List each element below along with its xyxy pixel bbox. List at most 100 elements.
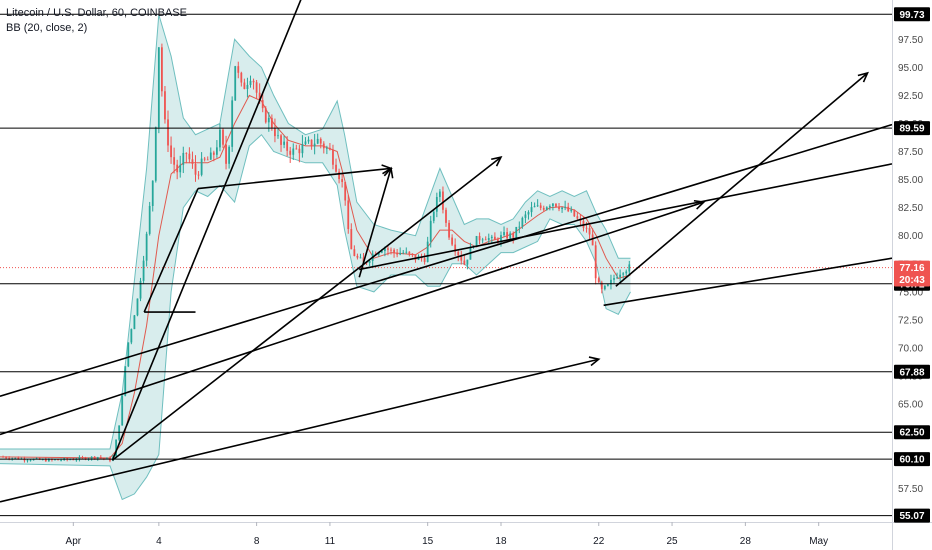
candle-body	[185, 152, 188, 154]
candle-body	[194, 163, 197, 175]
candle-body	[448, 222, 450, 238]
candle-body	[393, 249, 395, 253]
candle-body	[249, 80, 252, 85]
candle-body	[234, 66, 237, 101]
candle-body	[200, 158, 203, 175]
candle-body	[240, 72, 243, 83]
candle-body	[157, 47, 160, 128]
level-tag	[894, 7, 930, 22]
candle-body	[90, 456, 93, 459]
trend-arrow-head	[383, 166, 394, 179]
candle-body	[341, 179, 344, 183]
candle-body	[237, 66, 240, 73]
candle-body	[258, 92, 261, 101]
candle-body	[503, 232, 505, 236]
candle-body	[139, 280, 142, 299]
candle-body	[518, 226, 521, 228]
candle-body	[121, 395, 124, 426]
candle-body	[298, 148, 301, 154]
candle-body	[466, 259, 469, 265]
candle-body	[530, 207, 533, 213]
level-tag	[894, 121, 930, 136]
candle-body	[588, 228, 591, 235]
candle-body	[591, 234, 594, 246]
x-tick-label: Apr	[66, 536, 82, 547]
candle-body	[206, 159, 209, 161]
candle-body	[283, 141, 285, 145]
candle-body	[280, 135, 282, 145]
candle-body	[597, 278, 600, 283]
candle-body	[130, 329, 133, 343]
candle-body	[616, 277, 618, 279]
trend-line	[197, 167, 392, 190]
y-tick-label: 72.50	[898, 315, 923, 326]
trend-line	[358, 168, 392, 278]
candle-body	[176, 164, 179, 173]
candle-body	[542, 207, 545, 210]
candle-body	[356, 255, 359, 258]
candle-body	[539, 205, 542, 208]
trend-line	[603, 257, 893, 307]
candle-body	[96, 457, 99, 459]
candle-body	[212, 152, 215, 155]
y-tick-label: 75.00	[898, 287, 923, 298]
candle-body	[267, 117, 270, 123]
candle-body	[124, 366, 127, 396]
candle-body	[246, 84, 249, 90]
indicator-label[interactable]: BB (20, close, 2)	[6, 22, 88, 34]
candle-body	[219, 129, 221, 148]
candle-body	[442, 191, 444, 210]
price-tag-label: 20:43	[899, 275, 925, 286]
trend-lines[interactable]	[0, 0, 893, 503]
candle-body	[286, 141, 289, 151]
candle-body	[127, 342, 130, 367]
candle-body	[445, 209, 447, 223]
candle-body	[600, 282, 603, 290]
candle-body	[270, 117, 273, 128]
candle-body	[310, 139, 313, 147]
symbol-title[interactable]: Litecoin / U.S. Dollar, 60, COINBASE	[6, 7, 187, 19]
trend-arrow-head	[857, 71, 869, 83]
candle-body	[432, 211, 435, 221]
candle-body	[362, 257, 365, 262]
level-tag	[894, 508, 930, 523]
trend-arrow-head	[588, 356, 601, 367]
candle-body	[594, 245, 597, 279]
trend-line	[0, 123, 893, 398]
time-axis[interactable]: Apr 4 8 11 15 18 22 25 28 May	[66, 522, 829, 547]
candle-body	[188, 153, 191, 160]
chart-legend: Litecoin / U.S. Dollar, 60, COINBASE BB …	[6, 6, 187, 36]
bb-basis-line	[0, 94, 631, 459]
candle-body	[405, 251, 408, 253]
candle-body	[274, 127, 276, 137]
candle-body	[145, 233, 148, 261]
candle-body	[289, 150, 292, 155]
candle-body	[295, 148, 298, 150]
candle-body	[570, 209, 573, 212]
candle-body	[347, 200, 350, 230]
candle-body	[384, 248, 386, 252]
candle-body	[490, 236, 493, 239]
x-tick-label: 25	[666, 536, 678, 547]
x-tick-label: 15	[422, 536, 434, 547]
level-tag	[894, 452, 930, 467]
candle-body	[512, 233, 515, 238]
candle-body	[500, 235, 502, 242]
candle-body	[338, 171, 340, 180]
y-tick-label: 80.00	[898, 231, 923, 242]
candle-body	[548, 206, 551, 208]
candle-body	[460, 255, 463, 261]
x-tick-label: 8	[254, 536, 260, 547]
candle-body	[115, 439, 117, 457]
candle-body	[75, 459, 78, 461]
candle-body	[567, 206, 570, 212]
candle-body	[576, 216, 579, 219]
candle-body	[429, 220, 432, 242]
candle-body	[14, 457, 17, 459]
candle-body	[622, 273, 625, 275]
candle-body	[44, 459, 47, 462]
candle-body	[209, 152, 212, 160]
level-tag-label: 62.50	[899, 428, 924, 439]
